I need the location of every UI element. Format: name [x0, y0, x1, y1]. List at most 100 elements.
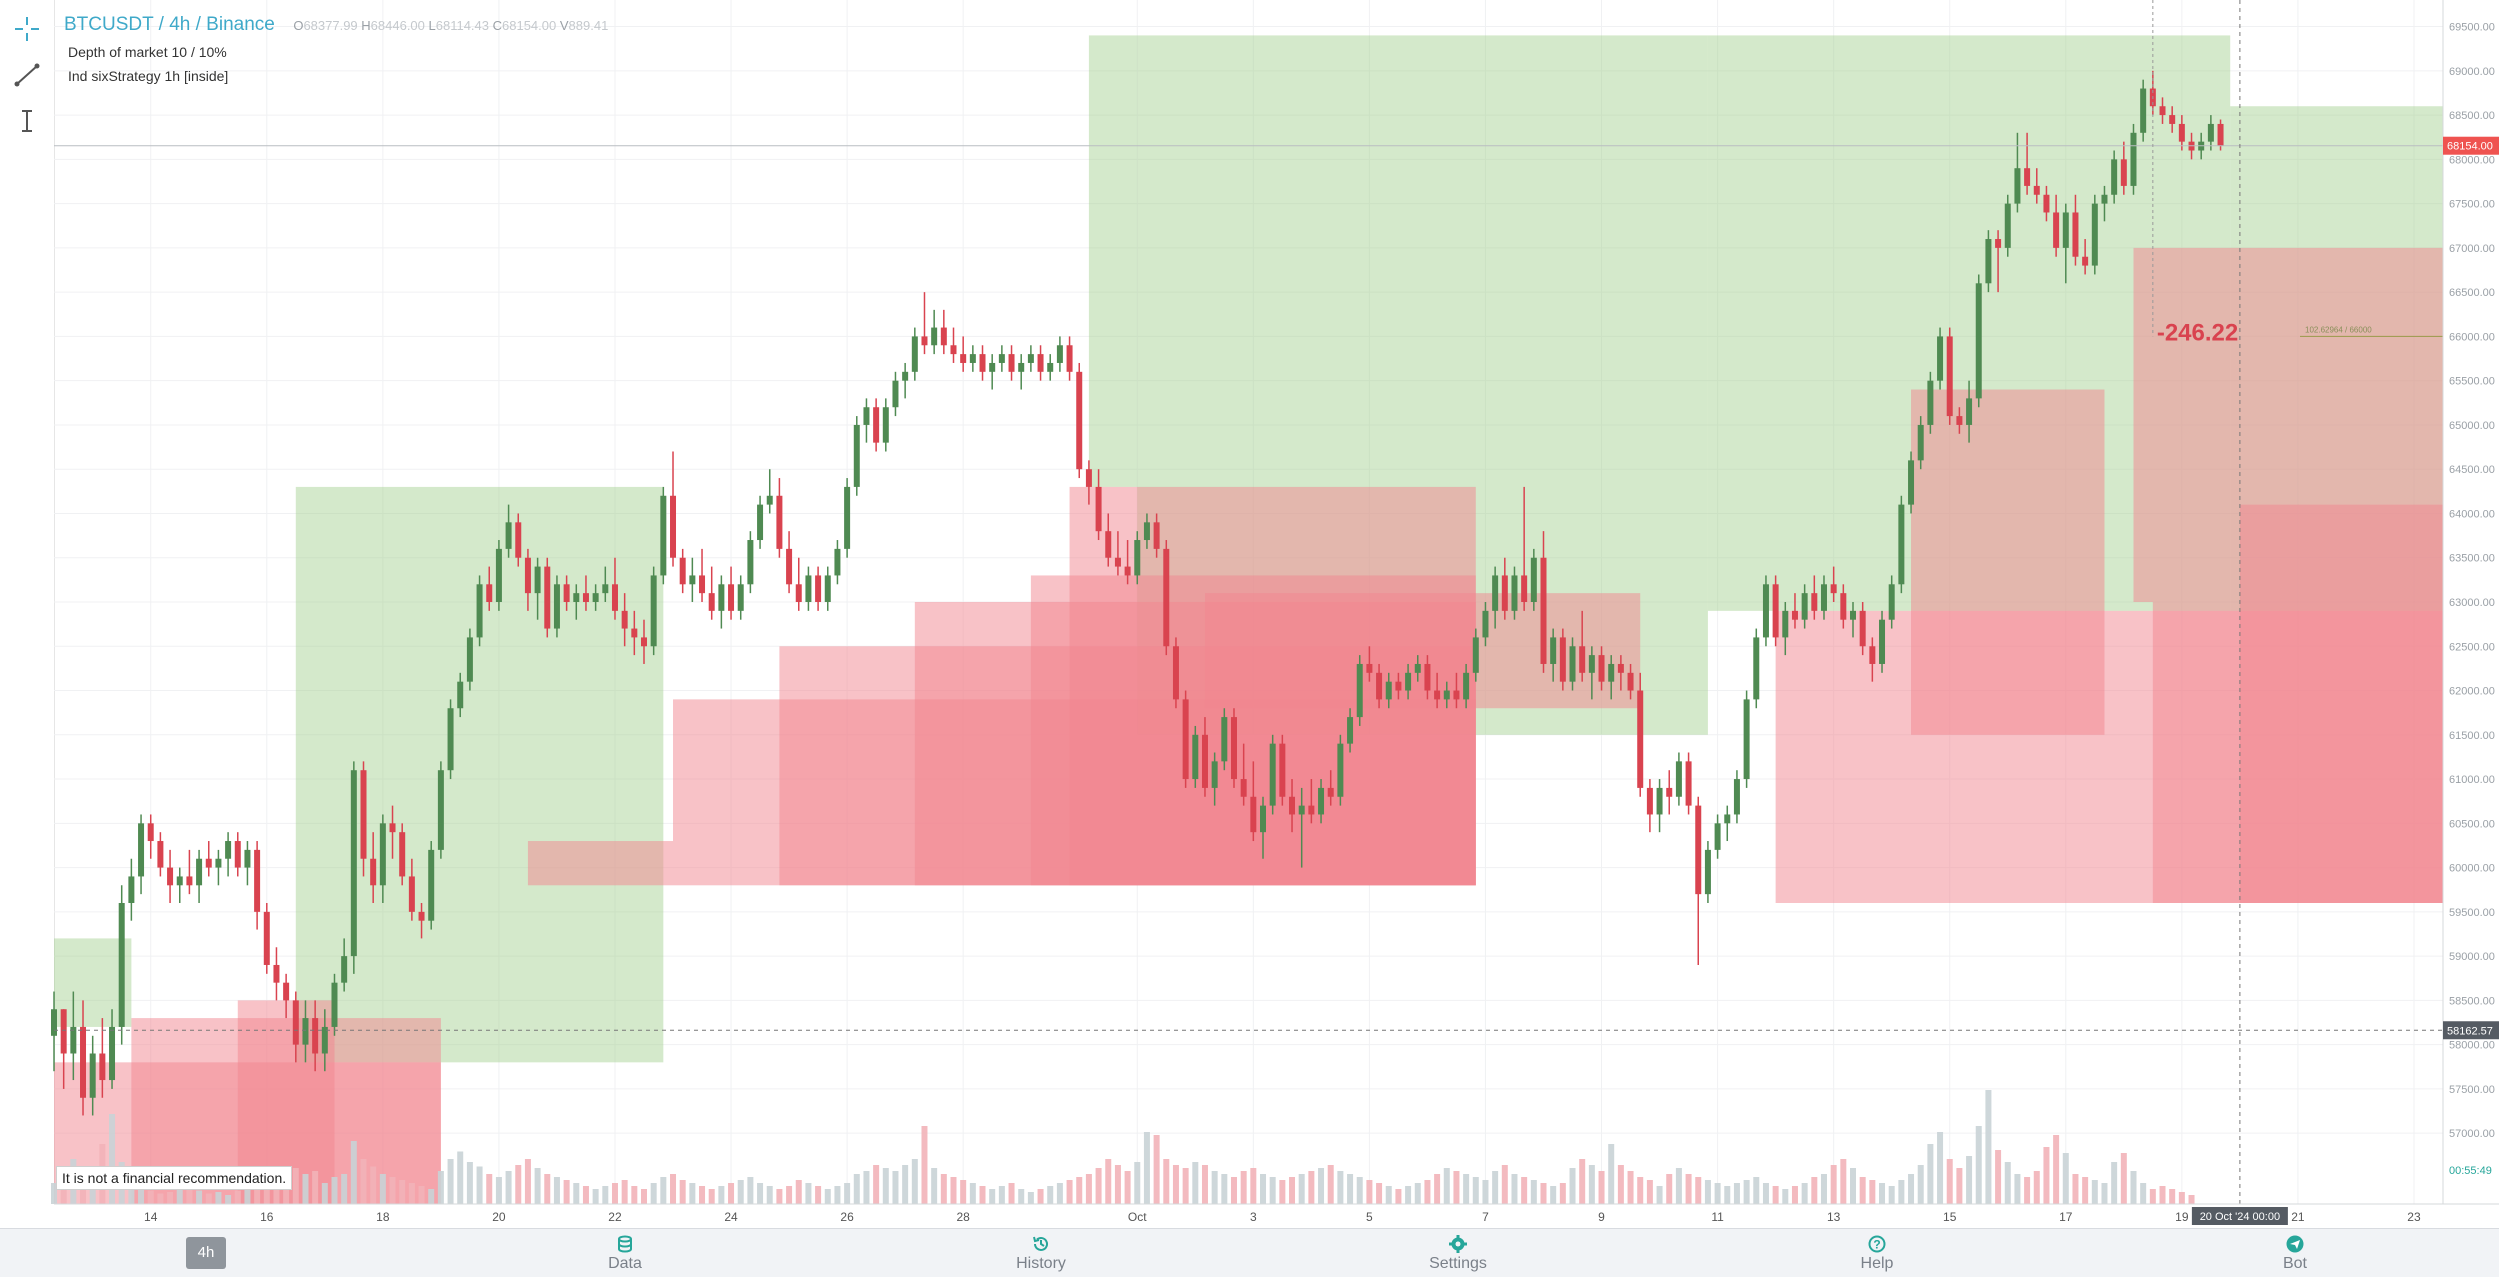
- candle: [1201, 717, 1208, 797]
- drawing-toolbar: [0, 0, 55, 1228]
- candle: [437, 761, 444, 859]
- candle: [1695, 796, 1702, 965]
- candle: [1898, 495, 1905, 594]
- volume-bar: [1269, 1177, 1276, 1204]
- candle-body: [167, 867, 174, 886]
- symbol-title[interactable]: BTCUSDT / 4h / Binance: [64, 14, 275, 35]
- candle: [1830, 566, 1837, 602]
- candle: [1047, 354, 1054, 381]
- volume-bar: [302, 1174, 309, 1204]
- volume-bar: [1221, 1174, 1228, 1204]
- candle: [1966, 380, 1973, 443]
- volume-bar: [2149, 1189, 2156, 1204]
- candle-body: [2120, 159, 2127, 186]
- price-tick-label: 67500.00: [2449, 199, 2495, 211]
- candle-body: [1453, 690, 1460, 700]
- volume-bar: [486, 1174, 493, 1204]
- candle: [689, 557, 696, 602]
- nav-data-label: Data: [608, 1255, 642, 1272]
- candle-body: [950, 345, 957, 355]
- price-axis: 57000.00 57500.00 58000.00 58500.00 59000.00…: [2442, 0, 2499, 1228]
- indicator-strategy[interactable]: Ind sixStrategy 1h [inside]: [68, 68, 229, 84]
- candle-body: [1376, 672, 1383, 700]
- candle-body: [969, 354, 976, 363]
- volume-bar: [1675, 1168, 1682, 1204]
- price-tick-label: 61500.00: [2449, 730, 2495, 742]
- order-small-label: 102.62964 / 66000: [2305, 325, 2372, 334]
- candle-body: [1443, 690, 1450, 700]
- candle-body: [2091, 203, 2098, 266]
- volume-bar: [312, 1171, 319, 1204]
- candle-body: [689, 575, 696, 585]
- volume-bar: [1637, 1177, 1644, 1204]
- time-tick-label: 17: [2059, 1210, 2073, 1224]
- candle-body: [670, 495, 677, 558]
- candle-body: [1018, 362, 1025, 372]
- volume-bar: [1318, 1168, 1325, 1204]
- candle: [370, 832, 377, 903]
- candle: [1424, 655, 1431, 700]
- candle-body: [176, 876, 183, 886]
- indicator-depth-of-market[interactable]: Depth of market 10 / 10%: [68, 44, 227, 60]
- ohlc-volume: 889.41: [568, 18, 609, 33]
- candle: [1250, 761, 1257, 842]
- candle-body: [321, 1026, 328, 1054]
- nav-data[interactable]: Data: [555, 1235, 695, 1273]
- volume-bar: [2043, 1147, 2050, 1204]
- candle-body: [1289, 796, 1296, 815]
- nav-settings[interactable]: Settings: [1388, 1235, 1528, 1273]
- volume-bar: [1211, 1171, 1218, 1204]
- volume-bar: [921, 1126, 928, 1204]
- volume-bar: [1656, 1186, 1663, 1204]
- volume-bar: [379, 1174, 386, 1204]
- candle-body: [1395, 681, 1402, 691]
- price-tick-label: 60500.00: [2449, 818, 2495, 830]
- volume-bar: [1801, 1183, 1808, 1204]
- candle-body: [234, 841, 241, 868]
- volume-bar: [186, 1186, 193, 1204]
- candle: [1704, 841, 1711, 903]
- candle: [979, 345, 986, 381]
- candle-body: [1298, 805, 1305, 815]
- candle-body: [138, 823, 145, 877]
- text-cursor-icon[interactable]: [12, 106, 42, 136]
- candle-body: [1879, 619, 1886, 664]
- volume-bar: [263, 1186, 270, 1204]
- candle: [1608, 655, 1615, 700]
- candle-body: [1076, 371, 1083, 470]
- candle: [1472, 628, 1479, 682]
- candle: [950, 327, 957, 363]
- candle-body: [1540, 557, 1547, 664]
- candle-body: [70, 1026, 77, 1054]
- nav-help[interactable]: ? Help: [1807, 1235, 1947, 1273]
- volume-bar: [399, 1180, 406, 1204]
- volume-bar: [331, 1177, 338, 1204]
- crosshair-icon[interactable]: [12, 14, 42, 44]
- candle-body: [640, 637, 647, 647]
- candle-body: [1666, 787, 1673, 797]
- ohlc-low: 68114.43: [435, 18, 490, 33]
- volume-bar: [1995, 1150, 2002, 1204]
- nav-history[interactable]: History: [971, 1235, 1111, 1273]
- candle: [1869, 637, 1876, 682]
- trend-line-icon[interactable]: [12, 60, 42, 90]
- candle-body: [1240, 779, 1247, 797]
- volume-bar: [1985, 1090, 1992, 1204]
- green-zone: [54, 938, 132, 1027]
- candle-body: [1917, 424, 1924, 461]
- volume-bar: [505, 1171, 512, 1204]
- candle: [2062, 203, 2069, 284]
- candle-body: [1037, 354, 1044, 372]
- volume-bar: [1743, 1180, 1750, 1204]
- candle: [157, 832, 164, 877]
- candle-body: [1975, 283, 1982, 399]
- candle-body: [815, 575, 822, 602]
- nav-bot[interactable]: Bot: [2225, 1235, 2365, 1273]
- volume-bar: [1056, 1183, 1063, 1204]
- candlestick-chart[interactable]: -246.22 102.62964 / 66000 57000.00 57500.00…: [0, 0, 2499, 1228]
- interval-button[interactable]: 4h: [186, 1237, 226, 1269]
- volume-bar: [283, 1177, 290, 1204]
- candle: [1008, 345, 1015, 381]
- candle-body: [225, 841, 232, 859]
- volume-bar: [611, 1183, 618, 1204]
